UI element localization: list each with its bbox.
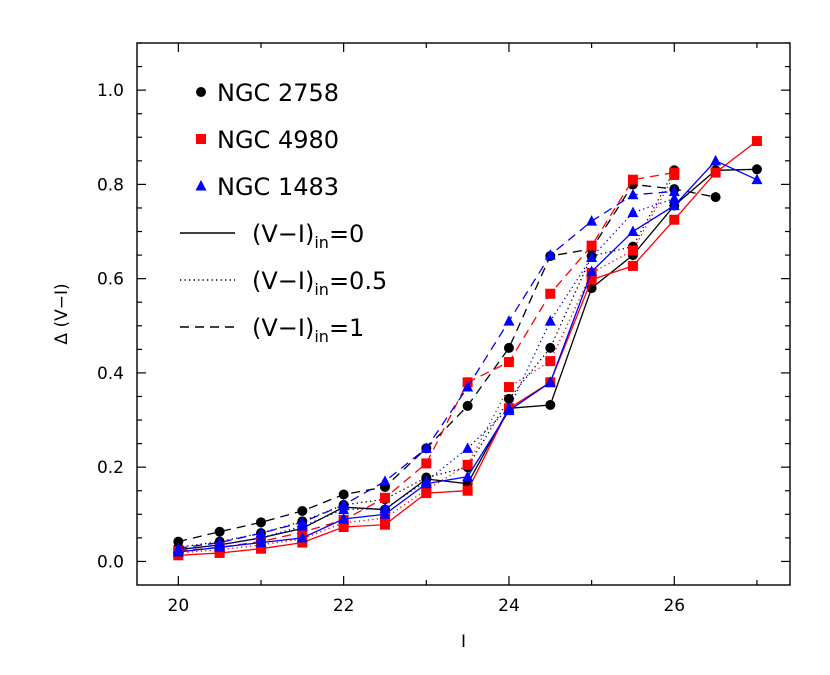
data-point bbox=[379, 475, 391, 486]
data-point bbox=[296, 516, 308, 527]
data-point bbox=[462, 442, 474, 453]
legend-marker bbox=[195, 180, 207, 191]
data-point bbox=[627, 225, 639, 237]
data-point bbox=[751, 136, 762, 147]
data-point bbox=[668, 192, 680, 204]
data-point bbox=[545, 342, 556, 353]
data-point bbox=[379, 492, 390, 503]
data-point bbox=[503, 342, 514, 353]
x-axis-label: I bbox=[461, 632, 466, 652]
data-point bbox=[751, 173, 763, 185]
data-point bbox=[255, 517, 266, 528]
plot-frame bbox=[136, 42, 791, 586]
data-point bbox=[379, 502, 391, 514]
data-point bbox=[503, 315, 515, 326]
data-point bbox=[379, 519, 390, 530]
data-point bbox=[627, 188, 639, 200]
data-point bbox=[503, 357, 514, 368]
data-point bbox=[627, 260, 638, 271]
data-point bbox=[627, 174, 638, 185]
data-point bbox=[421, 458, 432, 469]
y-tick-label: 0.2 bbox=[97, 458, 124, 478]
data-point bbox=[462, 470, 474, 482]
x-tick-label: 26 bbox=[663, 596, 685, 616]
data-point bbox=[586, 265, 598, 277]
data-point bbox=[545, 356, 556, 367]
data-point bbox=[751, 164, 762, 175]
series-ngc-1483-dotted bbox=[172, 192, 680, 555]
series-ngc-4980-dotted bbox=[173, 169, 680, 558]
y-tick-label: 1.0 bbox=[97, 81, 124, 101]
data-point bbox=[586, 274, 597, 285]
data-point bbox=[669, 167, 680, 178]
data-point bbox=[503, 402, 515, 413]
data-point bbox=[214, 536, 226, 548]
data-point bbox=[296, 531, 308, 543]
legend-marker bbox=[196, 134, 206, 144]
data-point bbox=[586, 251, 598, 262]
data-point bbox=[421, 484, 432, 495]
data-point bbox=[420, 442, 432, 453]
y-tick-label: 0.4 bbox=[97, 364, 124, 384]
data-point bbox=[462, 485, 473, 496]
data-point bbox=[710, 154, 722, 166]
data-point bbox=[379, 508, 391, 519]
data-point bbox=[297, 506, 308, 517]
data-point bbox=[544, 315, 556, 326]
data-point bbox=[668, 199, 680, 211]
legend-label: NGC 1483 bbox=[217, 173, 339, 201]
y-axis-label: Δ (V−I) bbox=[52, 283, 72, 344]
data-point bbox=[586, 215, 598, 226]
data-point bbox=[420, 475, 432, 486]
legend: NGC 2758 NGC 4980 NGC 1483 (V−I)in=0 (V−I)in… bbox=[180, 79, 387, 346]
legend-label: (V−I)in=0 bbox=[252, 220, 364, 252]
data-point bbox=[462, 400, 473, 411]
x-tick-label: 22 bbox=[333, 596, 355, 616]
legend-marker bbox=[196, 87, 206, 97]
data-point bbox=[669, 214, 680, 225]
plot-area: 20 22 24 26 0.0 0.2 0.4 0.6 0.8 1.0 bbox=[97, 42, 791, 616]
series-layer bbox=[172, 136, 763, 561]
data-point bbox=[544, 249, 556, 260]
data-point bbox=[627, 206, 639, 218]
data-point bbox=[255, 527, 267, 538]
x-tick-label: 20 bbox=[168, 596, 190, 616]
y-tick-label: 0.0 bbox=[97, 552, 124, 572]
series-ngc-1483-dashed bbox=[172, 185, 680, 553]
data-point bbox=[627, 245, 638, 256]
legend-label: NGC 2758 bbox=[217, 79, 339, 107]
axis-ticks: 20 22 24 26 0.0 0.2 0.4 0.6 0.8 1.0 bbox=[97, 42, 790, 616]
y-tick-label: 0.6 bbox=[97, 270, 124, 290]
x-tick-label: 24 bbox=[498, 596, 520, 616]
data-point bbox=[544, 376, 556, 387]
data-point bbox=[462, 381, 474, 392]
legend-label: (V−I)in=1 bbox=[252, 314, 364, 346]
data-point bbox=[172, 542, 184, 553]
data-point bbox=[173, 536, 184, 547]
data-point bbox=[338, 513, 350, 524]
y-tick-label: 0.8 bbox=[97, 175, 124, 195]
data-point bbox=[338, 498, 350, 510]
data-point bbox=[462, 459, 473, 470]
data-point bbox=[503, 393, 514, 404]
data-point bbox=[545, 399, 556, 410]
data-point bbox=[710, 167, 721, 178]
data-point bbox=[545, 288, 556, 299]
data-point bbox=[503, 382, 514, 393]
series-line bbox=[178, 183, 716, 543]
data-point bbox=[710, 192, 721, 203]
legend-label: NGC 4980 bbox=[217, 126, 339, 154]
data-point bbox=[214, 526, 225, 537]
data-point bbox=[586, 240, 597, 251]
data-point bbox=[338, 489, 349, 500]
legend-label: (V−I)in=0.5 bbox=[252, 267, 387, 299]
data-point bbox=[668, 185, 680, 196]
